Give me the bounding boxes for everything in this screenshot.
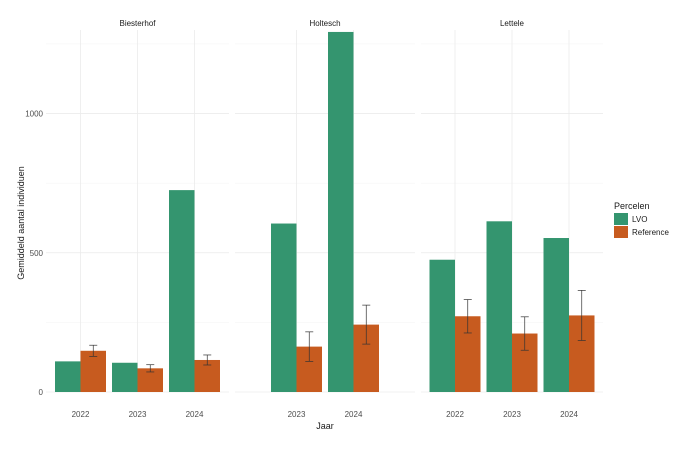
error-layer	[89, 290, 586, 373]
x-tick-label-holtesch-2023: 2023	[288, 410, 306, 419]
facet-label-biesterhof: Biesterhof	[119, 19, 156, 28]
x-tick-label-holtesch-2024: 2024	[345, 410, 363, 419]
facet-layer: Biesterhof Holtesch Lettele	[119, 19, 524, 28]
legend-label-lvo: LVO	[632, 215, 647, 224]
bar-layer	[55, 31, 595, 393]
bar-biesterhof-2023-reference	[137, 368, 163, 392]
bar-holtesch-2023-lvo	[271, 223, 297, 392]
bar-biesterhof-2022-lvo	[55, 361, 81, 392]
y-tick-label-0: 0	[39, 388, 44, 397]
legend-title: Percelen	[614, 201, 650, 211]
facet-label-holtesch: Holtesch	[309, 19, 340, 28]
legend-swatch-reference	[614, 226, 628, 238]
bar-biesterhof-2022-reference	[80, 350, 106, 392]
bar-lettele-2024-lvo	[543, 238, 569, 392]
axis-layer: 0 500 1000 2022 2023 2024 2023 2024 2022 2023 2024	[25, 110, 578, 419]
error-bar-biesterhof-2024	[203, 354, 212, 366]
error-bar-biesterhof-2023	[146, 364, 155, 373]
y-axis-title: Gemiddeld aantal individuen	[16, 166, 26, 280]
bar-biesterhof-2023-lvo	[112, 362, 138, 392]
legend: Percelen LVO Reference	[614, 201, 669, 238]
facet-label-lettele: Lettele	[500, 19, 525, 28]
error-bar-lettele-2022	[463, 299, 472, 334]
x-tick-label-biesterhof-2024: 2024	[186, 410, 204, 419]
bar-lettele-2023-lvo	[486, 221, 512, 392]
bar-biesterhof-2024-lvo	[169, 190, 195, 392]
x-tick-label-lettele-2022: 2022	[446, 410, 464, 419]
y-tick-label-500: 500	[30, 249, 44, 258]
x-tick-label-biesterhof-2022: 2022	[72, 410, 90, 419]
bar-lettele-2022-lvo	[429, 259, 455, 392]
legend-label-reference: Reference	[632, 228, 669, 237]
y-tick-label-1000: 1000	[25, 110, 43, 119]
bar-holtesch-2024-lvo	[328, 31, 354, 393]
x-tick-label-lettele-2024: 2024	[560, 410, 578, 419]
error-bar-lettele-2024	[577, 290, 586, 341]
x-tick-label-lettele-2023: 2023	[503, 410, 521, 419]
x-axis-title: Jaar	[316, 421, 334, 431]
x-tick-label-biesterhof-2023: 2023	[129, 410, 147, 419]
error-bar-holtesch-2023	[305, 331, 314, 362]
error-bar-biesterhof-2022	[89, 344, 98, 357]
error-bar-holtesch-2024	[362, 304, 371, 345]
error-bar-lettele-2023	[520, 316, 529, 351]
legend-swatch-lvo	[614, 213, 628, 225]
